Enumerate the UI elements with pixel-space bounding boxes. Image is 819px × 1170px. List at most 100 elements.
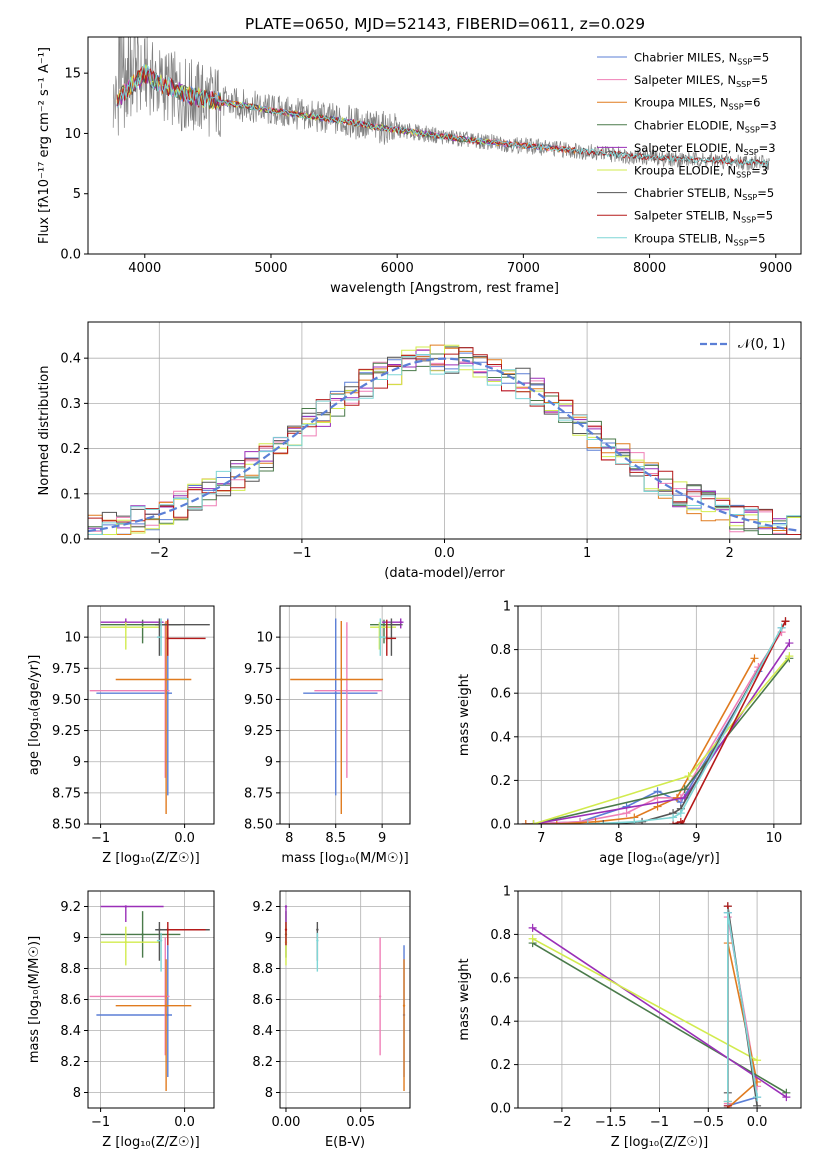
data-point (166, 928, 169, 931)
legend-label: Kroupa STELIB, NSSP=5 (634, 231, 765, 247)
y-tick-label: 0.2 (490, 1058, 511, 1073)
model-spectrum (116, 69, 769, 166)
y-tick-label: 10 (64, 127, 81, 142)
y-tick-label: 8.4 (252, 1024, 273, 1039)
data-point (124, 940, 128, 944)
x-axis-label: age [log₁₀(age/yr)] (599, 851, 720, 866)
data-point (164, 1004, 168, 1007)
data-point (379, 635, 382, 639)
weight-line (533, 642, 791, 824)
x-tick-label: −2 (150, 546, 169, 561)
plot-area (112, 37, 770, 171)
y-axis-label: Normed distribution (37, 366, 52, 496)
x-tick-label: 4000 (128, 261, 161, 276)
data-point (124, 905, 128, 908)
data-point (340, 678, 343, 681)
weight-marker (785, 639, 794, 648)
data-point (382, 623, 386, 626)
y-tick-label: 8.75 (52, 786, 81, 801)
legend-label: 𝒩(0, 1) (738, 337, 785, 352)
y-tick-label: 9.2 (252, 900, 273, 915)
y-tick-label: 9 (73, 931, 81, 946)
legend-label: Chabrier ELODIE, NSSP=3 (634, 118, 777, 134)
panel-residuals: −2 −1 0.0 1 2 0.0 0.1 0.2 0.3 0.4 (data-model)/err… (37, 321, 802, 581)
weight-marker (521, 820, 530, 824)
weight-marker (591, 817, 600, 824)
x-tick-label: −1 (292, 546, 311, 561)
weight-marker (753, 1056, 762, 1065)
x-tick-label: −1 (650, 1115, 669, 1130)
x-tick-label: 0.00 (272, 1115, 301, 1130)
panel-mass_vs_Z: −1 0.0 8 8.2 8.4 8.6 8.8 9 9.2 Z [log₁₀(Z/Z☉)] mas… (27, 890, 215, 1150)
x-tick-label: 0.0 (174, 831, 195, 846)
y-tick-label: 9.75 (52, 662, 81, 677)
data-point (402, 1004, 406, 1007)
y-tick-label: 0.6 (490, 687, 511, 702)
weight-line (533, 655, 791, 824)
x-tick-label: −1.5 (595, 1115, 627, 1130)
y-tick-label: 9.75 (244, 662, 273, 677)
legend-label: Chabrier STELIB, NSSP=5 (634, 186, 774, 202)
y-tick-label: 8.50 (52, 818, 81, 833)
x-tick-label: −2 (552, 1115, 571, 1130)
weight-marker (653, 802, 662, 811)
data-point (158, 623, 161, 626)
plot-area (88, 344, 801, 535)
x-axis-label: Z [log₁₀(Z/Z☉)] (102, 1135, 199, 1150)
y-tick-label: 8 (73, 1086, 81, 1101)
weight-marker (750, 654, 759, 663)
weight-marker (753, 1093, 762, 1102)
weight-line (727, 912, 758, 1102)
weight-line (532, 942, 787, 1094)
y-tick-label: 1 (503, 600, 511, 615)
data-point (164, 678, 168, 681)
x-tick-label: 2 (726, 546, 734, 561)
weight-marker (599, 820, 608, 824)
x-tick-label: 8 (285, 831, 293, 846)
y-axis-label: mass weight (457, 958, 472, 1040)
weight-marker (528, 934, 537, 943)
y-tick-label: 0.4 (490, 1015, 511, 1030)
weight-marker (528, 923, 537, 932)
y-tick-label: 8.8 (60, 962, 81, 977)
weight-marker (785, 652, 794, 661)
axes-frame (87, 36, 802, 255)
weight-line (672, 620, 787, 824)
legend-label: Salpeter STELIB, NSSP=5 (634, 209, 773, 225)
weight-marker (676, 809, 685, 818)
axes-frame (279, 890, 411, 1109)
y-axis-label: mass [log₁₀(M/M☉)] (27, 936, 42, 1063)
weight-line (525, 631, 783, 824)
data-point (141, 623, 144, 626)
y-tick-label: 8.75 (244, 786, 273, 801)
weight-marker (781, 617, 790, 626)
plot-area (528, 902, 791, 1108)
y-tick-label: 0.0 (490, 818, 511, 833)
x-tick-label: 0.0 (747, 1115, 768, 1130)
data-point (316, 928, 319, 931)
weight-marker (678, 820, 687, 824)
y-tick-label: 0.4 (60, 352, 81, 367)
x-tick-label: 8.5 (325, 831, 346, 846)
y-tick-label: 0.0 (490, 1102, 511, 1117)
axes-frame (87, 321, 802, 540)
x-tick-label: 1 (583, 546, 591, 561)
legend-label: Chabrier MILES, NSSP=5 (634, 51, 769, 67)
y-tick-label: 8 (265, 1086, 273, 1101)
y-tick-label: 9.25 (52, 724, 81, 739)
panel-weight_vs_age: 7 8 9 10 0.0 0.2 0.4 0.6 0.8 1 age [log₁₀(age/yr)]… (457, 600, 802, 866)
y-axis-label: Flux [fλ10⁻¹⁷ erg cm⁻² s⁻¹ A⁻¹] (37, 47, 52, 244)
panel-age_vs_Z: −1 0.0 8.50 8.75 9 9.25 9.50 9.75 10 Z [log₁₀(Z/Z… (27, 605, 215, 866)
normal-curve (88, 357, 801, 533)
y-tick-label: 0.8 (490, 928, 511, 943)
y-tick-label: 9.2 (60, 900, 81, 915)
y-axis-label: age [log₁₀(age/yr)] (27, 655, 42, 776)
legend-label: Kroupa MILES, NSSP=6 (634, 96, 760, 112)
y-tick-label: 15 (64, 67, 81, 82)
x-tick-label: 0.0 (174, 1115, 195, 1130)
data-point (159, 939, 163, 942)
weight-marker (680, 785, 689, 794)
axes-frame (517, 605, 802, 825)
data-point (378, 995, 382, 998)
x-axis-label: wavelength [Angstrom, rest frame] (330, 281, 559, 296)
